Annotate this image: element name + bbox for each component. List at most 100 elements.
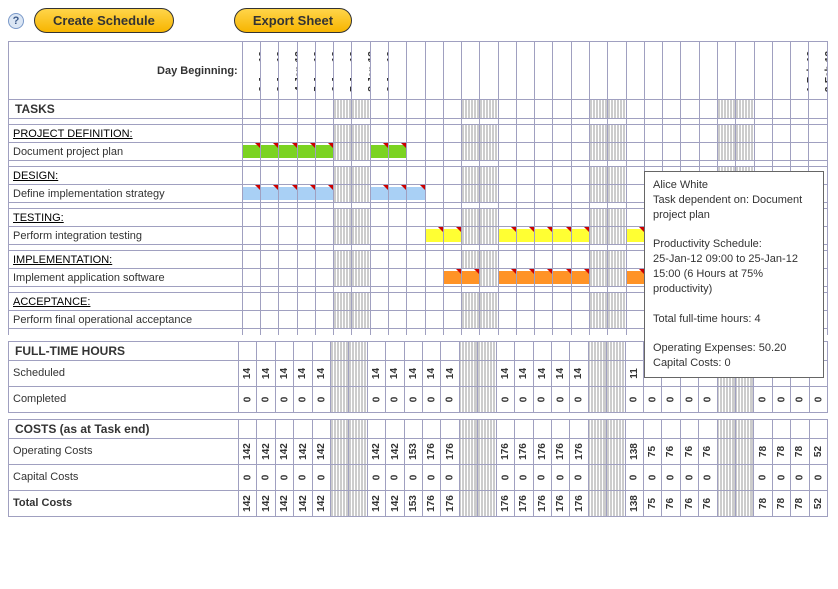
cell: [260, 167, 278, 185]
cell: [352, 227, 370, 245]
costs-value: 0: [662, 464, 680, 490]
cell: [279, 227, 297, 245]
total-costs-value: 142: [312, 490, 330, 516]
cell: [279, 269, 297, 287]
cell: [535, 143, 553, 161]
date-header: 22-Jan-12: [608, 42, 626, 100]
gantt-bar-cell[interactable]: [388, 185, 406, 203]
cell: [791, 125, 809, 143]
costs-value: 0: [680, 464, 698, 490]
hours-value: 14: [312, 360, 330, 386]
gantt-bar-cell[interactable]: [516, 269, 534, 287]
gantt-bar-cell[interactable]: [242, 185, 260, 203]
gantt-bar-cell[interactable]: [315, 143, 333, 161]
gantt-bar-cell[interactable]: [260, 143, 278, 161]
cell: [480, 209, 498, 227]
gantt-bar-cell[interactable]: [571, 269, 589, 287]
gantt-bar-cell[interactable]: [443, 227, 461, 245]
cell: [352, 209, 370, 227]
gantt-bar-cell[interactable]: [571, 227, 589, 245]
cell: [754, 125, 772, 143]
gantt-bar-cell[interactable]: [315, 185, 333, 203]
cell: [352, 251, 370, 269]
cell: [462, 293, 480, 311]
cell: [425, 251, 443, 269]
gantt-bar-cell[interactable]: [407, 185, 425, 203]
hours-value: 0: [386, 386, 404, 412]
cell: [590, 125, 608, 143]
gantt-bar-cell[interactable]: [370, 143, 388, 161]
cell: [608, 143, 626, 161]
cell: [590, 293, 608, 311]
cell: [553, 209, 571, 227]
cell: [388, 293, 406, 311]
tooltip-schedule-body: 25-Jan-12 09:00 to 25-Jan-12 15:00 (6 Ho…: [653, 252, 815, 297]
hours-value: 14: [423, 360, 441, 386]
gantt-bar-cell[interactable]: [462, 269, 480, 287]
cell: [279, 251, 297, 269]
cell: [516, 125, 534, 143]
cell: [425, 269, 443, 287]
date-header: 24-Jan-12: [644, 42, 662, 100]
cell: [608, 227, 626, 245]
cell: [260, 209, 278, 227]
gantt-bar-cell[interactable]: [498, 269, 516, 287]
cell: [553, 167, 571, 185]
gantt-bar-cell[interactable]: [626, 227, 644, 245]
task-label: Document project plan: [9, 143, 243, 161]
gantt-bar-cell[interactable]: [516, 227, 534, 245]
gantt-bar-cell[interactable]: [370, 185, 388, 203]
hours-value: 0: [496, 386, 514, 412]
cell: [462, 125, 480, 143]
cell: [334, 167, 352, 185]
cell: [407, 100, 425, 119]
gantt-bar-cell[interactable]: [425, 227, 443, 245]
gantt-bar-cell[interactable]: [279, 143, 297, 161]
cell: [754, 100, 772, 119]
cell: [462, 227, 480, 245]
cell: [279, 167, 297, 185]
gantt-bar-cell[interactable]: [297, 185, 315, 203]
gantt-bar-cell[interactable]: [443, 269, 461, 287]
gantt-bar-cell[interactable]: [535, 227, 553, 245]
cell: [315, 227, 333, 245]
cell: [279, 209, 297, 227]
gantt-bar-cell[interactable]: [242, 143, 260, 161]
gantt-bar-cell[interactable]: [553, 269, 571, 287]
export-sheet-button[interactable]: Export Sheet: [234, 8, 352, 33]
hours-value: 0: [791, 386, 809, 412]
gantt-bar-cell[interactable]: [297, 143, 315, 161]
total-costs-value: 76: [662, 490, 680, 516]
cell: [242, 227, 260, 245]
gantt-bar-cell[interactable]: [260, 185, 278, 203]
cell: [334, 125, 352, 143]
cell: [498, 185, 516, 203]
cell: [590, 100, 608, 119]
cell: [260, 251, 278, 269]
create-schedule-button[interactable]: Create Schedule: [34, 8, 174, 33]
hours-value: 0: [239, 386, 257, 412]
costs-row-label: Capital Costs: [9, 464, 239, 490]
cell: [498, 311, 516, 329]
total-costs-value: 78: [772, 490, 790, 516]
cell: [699, 125, 717, 143]
hours-value: 14: [257, 360, 275, 386]
cell: [462, 185, 480, 203]
gantt-bar-cell[interactable]: [388, 143, 406, 161]
cell: [334, 185, 352, 203]
gantt-bar-cell[interactable]: [535, 269, 553, 287]
gantt-bar-cell[interactable]: [498, 227, 516, 245]
cell: [388, 209, 406, 227]
date-header: 5-Jan-12: [297, 42, 315, 100]
cell: [315, 209, 333, 227]
help-icon[interactable]: ?: [8, 13, 24, 29]
cell: [315, 167, 333, 185]
cell: [480, 185, 498, 203]
hours-value: 14: [533, 360, 551, 386]
gantt-bar-cell[interactable]: [553, 227, 571, 245]
gantt-bar-cell[interactable]: [626, 269, 644, 287]
costs-value: 176: [515, 438, 533, 464]
cell: [297, 269, 315, 287]
gantt-bar-cell[interactable]: [279, 185, 297, 203]
costs-value: 142: [239, 438, 257, 464]
